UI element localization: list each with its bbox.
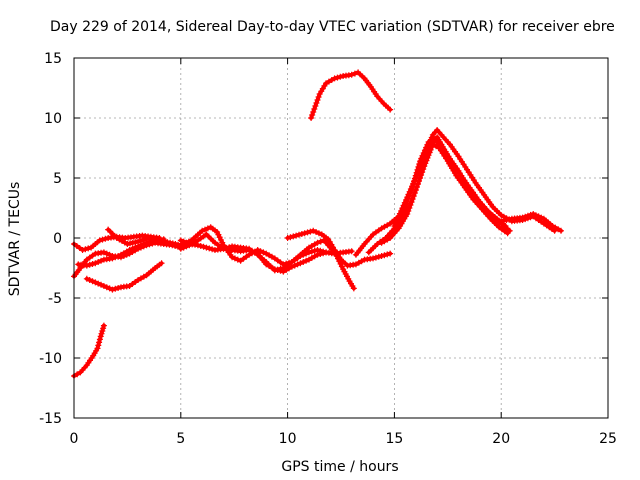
series-points — [308, 69, 394, 121]
y-tick-label: 15 — [44, 51, 62, 67]
series-arc-10 — [308, 69, 394, 121]
x-tick-label: 25 — [599, 431, 617, 447]
y-tick-label: -5 — [48, 291, 62, 307]
chart-title: Day 229 of 2014, Sidereal Day-to-day VTE… — [50, 19, 615, 35]
x-tick-label: 15 — [385, 431, 403, 447]
x-tick-label: 20 — [492, 431, 510, 447]
series-line — [309, 70, 393, 120]
y-tick-label: -10 — [39, 351, 62, 367]
x-tick-label: 0 — [70, 431, 79, 447]
x-axis-label: GPS time / hours — [281, 459, 398, 475]
series-points — [378, 141, 511, 246]
y-tick-label: 5 — [53, 171, 62, 187]
x-tick-label: 10 — [279, 431, 297, 447]
series-points — [284, 227, 394, 269]
series-arc-5 — [83, 260, 165, 293]
y-tick-label: 0 — [53, 231, 62, 247]
series-arc-1 — [71, 322, 107, 379]
x-tick-label: 5 — [176, 431, 185, 447]
series-points — [71, 322, 107, 379]
y-axis-label: SDTVAR / TECUs — [7, 182, 23, 297]
series-arc-13 — [378, 141, 511, 246]
grid — [74, 58, 608, 418]
y-tick-label: -15 — [39, 411, 62, 427]
series-points — [83, 260, 165, 293]
series-arc-15 — [391, 134, 509, 229]
series-arc-9 — [284, 227, 394, 269]
series-points — [391, 134, 509, 229]
series-group — [71, 69, 565, 379]
y-tick-label: 10 — [44, 111, 62, 127]
ticks: 0 5 10 15 20 25 -15 -10 -5 0 5 10 15 — [39, 51, 617, 447]
